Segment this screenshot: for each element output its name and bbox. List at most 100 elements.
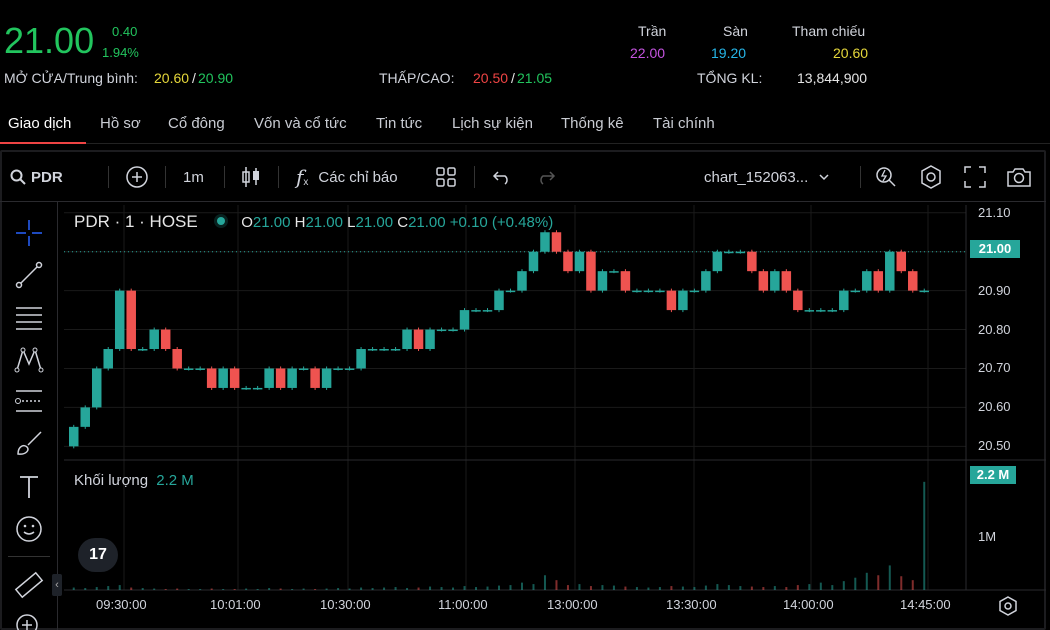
candle [241,387,251,390]
symbol-search[interactable]: PDR [10,152,63,202]
ohlc-change: +0.10 (+0.48%) [449,214,554,231]
time-axis-label: 10:30:00 [320,597,371,612]
tradingview-logo[interactable]: 17 [78,538,118,572]
candle [770,271,780,291]
volume-bar [84,588,87,590]
crosshair-icon[interactable] [14,218,44,248]
trend-line-icon[interactable] [14,260,44,290]
close-label: C [397,214,409,231]
indicators-button[interactable]: f x Các chỉ báo [296,152,398,202]
candle [816,310,826,312]
quick-search-button[interactable] [874,152,898,202]
volume-bar [509,585,512,590]
horizontal-lines-icon[interactable] [14,302,44,332]
candles-icon [242,167,259,187]
volume-bar [233,589,236,590]
floor-value: 19.20 [711,45,747,61]
compare-button[interactable] [125,152,149,202]
redo-icon [540,171,556,185]
screenshot-button[interactable] [1006,152,1032,202]
volume-bar [302,588,305,590]
tab-tai-chinh[interactable]: Tài chính [653,115,715,132]
undo-button[interactable] [492,152,512,202]
candle [436,329,447,332]
volume-bar [647,587,650,590]
volume-bar [498,585,500,590]
candle [632,290,642,293]
candle [183,368,194,370]
drawing-toolbar: ‹ [0,202,62,630]
volume-bar [210,588,213,590]
emoji-icon[interactable] [14,514,44,544]
candle [908,271,918,291]
chart-toolbar: PDR 1m f x Các chỉ báo chart_152063... [0,152,1046,202]
candle [126,290,136,350]
candle [643,290,654,293]
candle [402,329,412,350]
interval-button[interactable]: 1m [183,168,204,186]
volume-bar [72,587,75,590]
fullscreen-button[interactable] [964,152,986,202]
ruler-icon[interactable] [14,570,44,600]
candle [655,290,665,293]
symbol-title[interactable]: PDR · 1 · HOSE [74,212,198,231]
layout-selector[interactable]: chart_152063... [704,152,830,202]
volume-bar [739,586,742,590]
candle [149,329,159,350]
chart-type-button[interactable] [240,152,262,202]
candle [885,251,895,291]
fullscreen-icon [964,166,986,188]
volume-bar [888,565,891,590]
volume-bar [348,588,351,590]
volume-label: Khối lượng [74,472,149,489]
tab-lich-su-kien[interactable]: Lịch sự kiện [452,115,533,132]
settings-button[interactable] [918,152,944,202]
tab-tin-tuc[interactable]: Tin tức [376,115,423,132]
tab-ho-so[interactable]: Hồ sơ [100,115,141,132]
volume-bar [635,587,638,590]
candle [551,232,562,252]
volume-value: 2.2 M [156,472,194,489]
volume-bar [785,587,788,590]
grid-icon [436,167,456,187]
axis-settings-icon[interactable] [998,596,1018,616]
candle [586,251,596,291]
ohlc-high: 21.00 [305,214,343,231]
brush-icon[interactable] [14,428,44,458]
volume-bar [245,588,248,590]
last-price-tag: 21.00 [970,240,1020,258]
volume-bar [543,575,546,590]
zoom-in-icon[interactable] [14,612,44,630]
volume-legend: Khối lượng 2.2 M [74,472,194,489]
volume-bar [187,589,190,590]
tab-co-dong[interactable]: Cổ đông [168,115,225,132]
candle [356,349,366,369]
candle [678,290,688,311]
volume-bar [222,589,225,590]
price-axis-label: 21.10 [978,204,1011,220]
text-icon[interactable] [14,472,44,502]
templates-button[interactable] [436,152,456,202]
candle [804,310,815,312]
volume-bar [681,586,684,590]
candle [114,290,125,350]
volume-bar [727,585,730,590]
volume-bar [360,587,363,590]
volume-bar [566,585,569,590]
volume-bar [808,584,811,590]
candle [206,368,217,388]
volume-bar [325,588,328,590]
tab-thong-ke[interactable]: Thống kê [561,115,624,132]
tab-von-co-tuc[interactable]: Vốn và cổ tức [254,115,347,132]
pattern-icon[interactable] [14,344,44,374]
volume-bar [176,588,179,590]
redo-button[interactable] [536,152,556,202]
tab-giao-dich[interactable]: Giao dịch [8,115,72,132]
collapse-toolbar-icon[interactable]: ‹ [52,574,62,596]
volume-bar [520,582,523,590]
volume-bar [118,585,121,590]
fib-icon[interactable] [14,386,44,416]
volume-bar [107,586,110,590]
volume-bar [417,587,420,590]
